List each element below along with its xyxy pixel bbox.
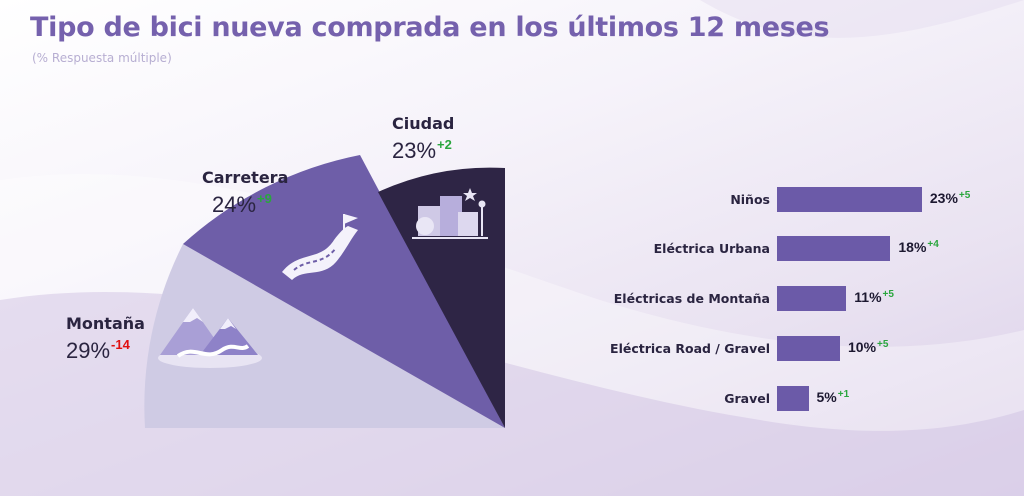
bar-value-label: 11%+5 [854, 289, 894, 305]
bar-row-gravel: Gravel 5%+1 [560, 386, 1020, 412]
bar [777, 236, 891, 261]
road-flag-icon [282, 214, 358, 280]
pie-label-name: Carretera [202, 168, 289, 187]
sector-carretera [183, 155, 505, 428]
bar [777, 336, 840, 361]
pie-label-value: 29%-14 [66, 337, 130, 363]
bar-value-label: 18%+4 [898, 239, 939, 255]
bar-change-label: +5 [882, 289, 894, 300]
bar-category-label: Eléctricas de Montaña [613, 291, 770, 306]
pie-label-change: +2 [437, 137, 452, 152]
sector-montana [144, 244, 505, 428]
bar [777, 386, 809, 411]
bar-category-label: Niños [730, 192, 770, 207]
city-icon [412, 188, 488, 239]
bar-category-label: Gravel [724, 391, 770, 406]
bar-row-electrica-urbana: Eléctrica Urbana 18%+4 [560, 236, 1020, 262]
pie-label-value: 23%+2 [392, 137, 452, 163]
bar-change-label: +1 [837, 389, 850, 400]
mountain-icon [158, 308, 262, 368]
pie-label-change: +9 [257, 191, 272, 206]
pie-label-name: Ciudad [392, 114, 455, 133]
bar [777, 187, 922, 212]
page-subtitle: (% Respuesta múltiple) [32, 51, 172, 65]
pie-label-change: -14 [111, 337, 130, 352]
bar-value-label: 10%+5 [848, 339, 889, 355]
pie-label-ciudad: Ciudad 23%+2 [392, 114, 454, 164]
bar-row-ninos: Niños 23%+5 [560, 187, 1020, 213]
bar-change-label: +4 [927, 239, 939, 250]
bar-category-label: Eléctrica Urbana [653, 241, 770, 256]
bar-value-label: 23%+5 [929, 190, 971, 206]
bar-change-label: +5 [877, 339, 889, 350]
pie-label-name: Montaña [66, 314, 145, 333]
bar [777, 286, 847, 311]
pie-label-montana: Montaña 29%-14 [66, 314, 145, 364]
pie-label-carretera: Carretera 24%+9 [202, 168, 288, 218]
bar-row-electricas-montana: Eléctricas de Montaña 11%+5 [560, 286, 1020, 312]
bar-change-label: +5 [958, 190, 971, 201]
pie-label-value: 24%+9 [212, 191, 272, 217]
bar-value-label: 5%+1 [816, 389, 850, 405]
bar-row-electrica-road-gravel: Eléctrica Road / Gravel 10%+5 [560, 336, 1020, 362]
bar-category-label: Eléctrica Road / Gravel [610, 341, 770, 356]
page-title: Tipo de bici nueva comprada en los últim… [30, 12, 830, 43]
